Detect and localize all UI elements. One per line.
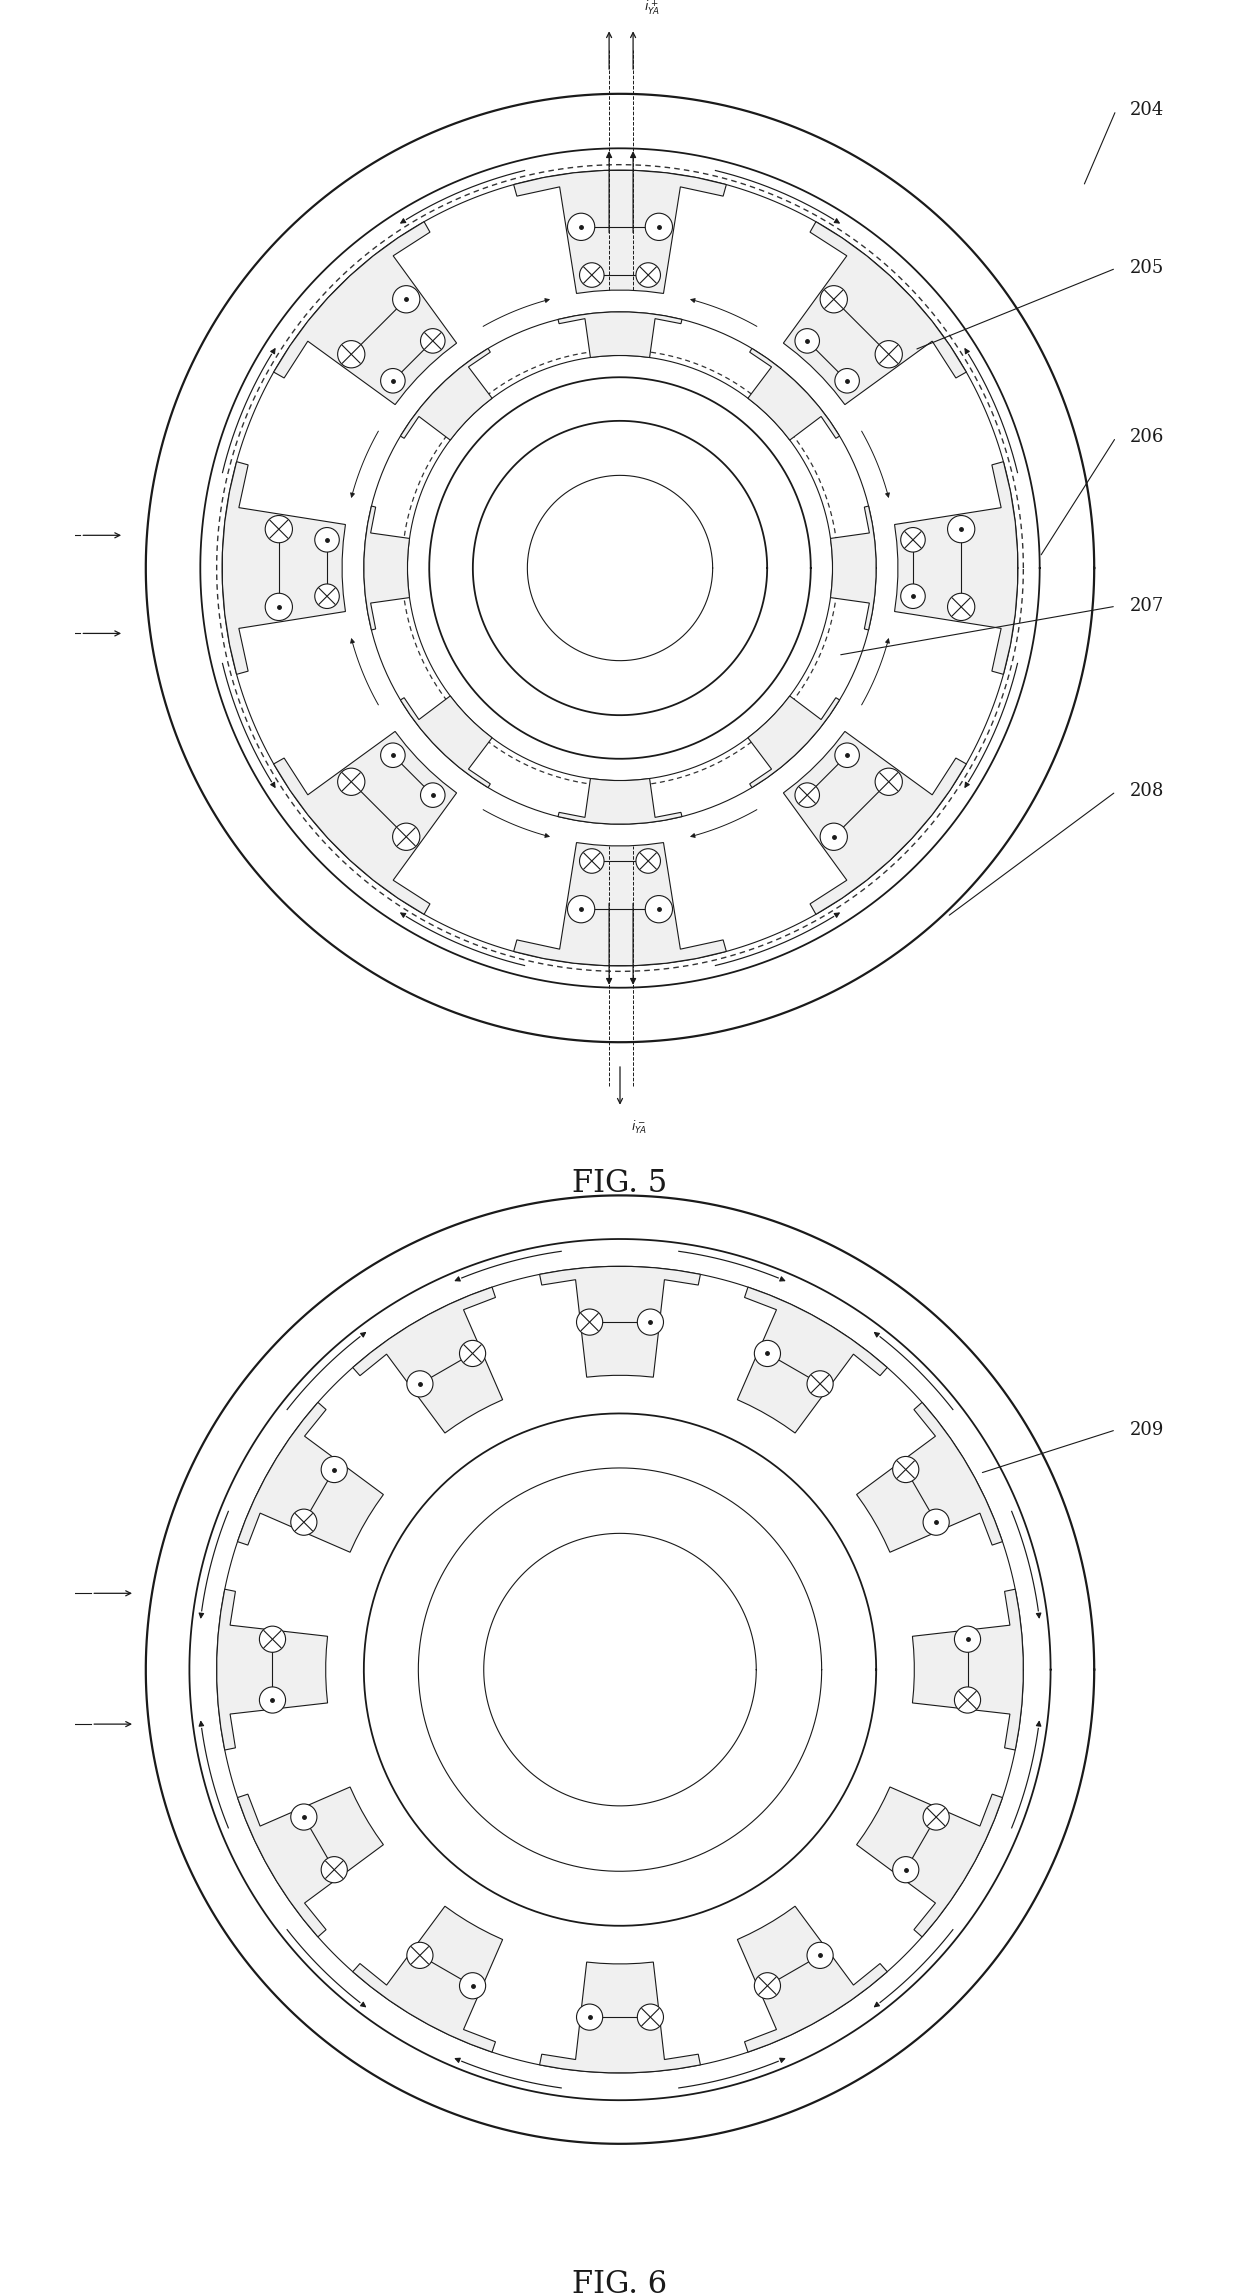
Circle shape: [321, 1457, 347, 1483]
Polygon shape: [831, 505, 875, 631]
Circle shape: [900, 583, 925, 608]
Circle shape: [754, 1340, 780, 1366]
Circle shape: [393, 285, 420, 312]
Circle shape: [807, 1370, 833, 1398]
Circle shape: [900, 528, 925, 553]
Circle shape: [645, 895, 672, 923]
Circle shape: [337, 340, 365, 367]
Polygon shape: [857, 1402, 1002, 1551]
Polygon shape: [217, 1588, 327, 1751]
Circle shape: [820, 285, 847, 312]
Circle shape: [923, 1510, 950, 1535]
Text: 208: 208: [1130, 783, 1164, 801]
Polygon shape: [238, 1788, 383, 1937]
Circle shape: [893, 1457, 919, 1483]
Text: 207: 207: [1130, 597, 1164, 615]
Text: $i^-_{YA}$: $i^-_{YA}$: [631, 1118, 647, 1136]
Circle shape: [290, 1804, 317, 1829]
Circle shape: [381, 744, 405, 767]
Polygon shape: [738, 1907, 888, 2052]
Circle shape: [315, 583, 340, 608]
Circle shape: [381, 369, 405, 392]
Polygon shape: [857, 1788, 1002, 1937]
Circle shape: [875, 769, 903, 796]
Circle shape: [577, 2004, 603, 2031]
Polygon shape: [513, 842, 727, 966]
Circle shape: [393, 824, 420, 851]
Circle shape: [947, 594, 975, 620]
Text: FIG. 5: FIG. 5: [573, 1168, 667, 1198]
Circle shape: [893, 1857, 919, 1882]
Circle shape: [955, 1627, 981, 1652]
Circle shape: [460, 1340, 486, 1366]
Circle shape: [923, 1804, 950, 1829]
Circle shape: [321, 1857, 347, 1882]
Text: FIG. 6: FIG. 6: [573, 2270, 667, 2295]
Text: 209: 209: [1130, 1421, 1164, 1439]
Circle shape: [259, 1687, 285, 1712]
Text: 205: 205: [1130, 259, 1164, 278]
Polygon shape: [539, 1962, 701, 2072]
Polygon shape: [539, 1267, 701, 1377]
Circle shape: [795, 783, 820, 808]
Circle shape: [290, 1510, 317, 1535]
Circle shape: [407, 1370, 433, 1398]
Polygon shape: [894, 461, 1018, 675]
Polygon shape: [913, 1588, 1023, 1751]
Circle shape: [579, 262, 604, 287]
Text: 206: 206: [1130, 429, 1164, 445]
Polygon shape: [365, 505, 409, 631]
Circle shape: [807, 1942, 833, 1969]
Circle shape: [947, 516, 975, 542]
Circle shape: [265, 594, 293, 620]
Circle shape: [577, 1308, 603, 1336]
Polygon shape: [238, 1402, 383, 1551]
Circle shape: [568, 895, 595, 923]
Polygon shape: [738, 1287, 888, 1432]
Polygon shape: [352, 1907, 502, 2052]
Circle shape: [265, 516, 293, 542]
Circle shape: [420, 783, 445, 808]
Polygon shape: [784, 732, 966, 913]
Circle shape: [337, 769, 365, 796]
Circle shape: [568, 213, 595, 241]
Circle shape: [835, 744, 859, 767]
Circle shape: [835, 369, 859, 392]
Circle shape: [636, 849, 661, 874]
Polygon shape: [748, 349, 839, 441]
Circle shape: [460, 1974, 486, 1999]
Polygon shape: [401, 695, 492, 787]
Circle shape: [754, 1974, 780, 1999]
Text: $i^+_{YA}$: $i^+_{YA}$: [644, 0, 660, 18]
Circle shape: [875, 340, 903, 367]
Polygon shape: [558, 312, 682, 358]
Circle shape: [420, 328, 445, 353]
Circle shape: [645, 213, 672, 241]
Polygon shape: [274, 732, 456, 913]
Polygon shape: [513, 170, 727, 294]
Circle shape: [407, 1942, 433, 1969]
Polygon shape: [352, 1287, 502, 1432]
Polygon shape: [558, 778, 682, 824]
Circle shape: [259, 1627, 285, 1652]
Circle shape: [637, 2004, 663, 2031]
Text: 204: 204: [1130, 101, 1164, 119]
Polygon shape: [748, 695, 839, 787]
Circle shape: [820, 824, 847, 851]
Circle shape: [795, 328, 820, 353]
Circle shape: [637, 1308, 663, 1336]
Circle shape: [315, 528, 340, 553]
Polygon shape: [401, 349, 492, 441]
Circle shape: [579, 849, 604, 874]
Circle shape: [955, 1687, 981, 1712]
Polygon shape: [222, 461, 346, 675]
Polygon shape: [784, 223, 966, 404]
Circle shape: [636, 262, 661, 287]
Polygon shape: [274, 223, 456, 404]
